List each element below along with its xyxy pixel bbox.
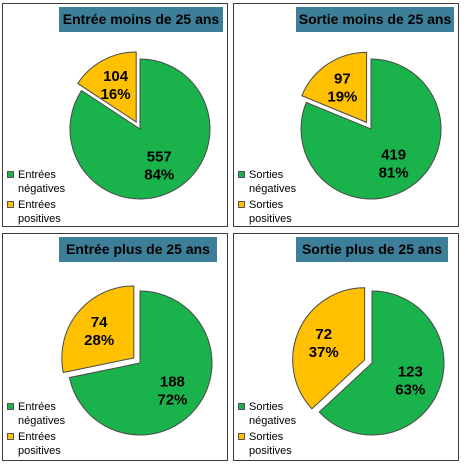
slice-value-label: 188: [160, 373, 185, 390]
slice-percent-label: 16%: [101, 86, 131, 103]
pie-slice-positive: [77, 51, 137, 123]
slice-percent-label: 63%: [395, 382, 425, 399]
slice-value-label: 557: [147, 149, 172, 166]
legend: Entrées négatives Entrées positives: [7, 400, 65, 460]
legend-item-positive: Entrées positives: [7, 430, 65, 458]
legend-swatch-negative: [238, 171, 245, 178]
pie-slice-negative: [68, 290, 213, 436]
legend-item-negative: Sorties négatives: [238, 168, 296, 196]
legend-swatch-positive: [238, 433, 245, 440]
legend-swatch-negative: [7, 403, 14, 410]
pie-slice-positive: [301, 51, 368, 124]
slice-value-label: 97: [334, 70, 351, 87]
legend: Sorties négatives Sorties positives: [238, 168, 296, 228]
chart-title: Entrée moins de 25 ans: [59, 7, 223, 32]
chart-title: Sortie plus de 25 ans: [296, 237, 448, 262]
chart-panel-sortie-moins-25: Sortie moins de 25 ans 419 81% 97 19% Sorti…: [233, 3, 459, 227]
chart-title: Sortie moins de 25 ans: [296, 7, 454, 32]
legend-swatch-positive: [7, 201, 14, 208]
legend: Entrées négatives Entrées positives: [7, 168, 65, 228]
slice-percent-label: 19%: [327, 88, 357, 105]
legend-item-positive: Sorties positives: [238, 430, 296, 458]
slice-value-label: 104: [103, 68, 129, 85]
pie-slice-negative: [69, 58, 211, 200]
legend-item-positive: Sorties positives: [238, 198, 296, 226]
pie-slice-positive: [61, 285, 135, 374]
legend-item-negative: Entrées négatives: [7, 400, 65, 428]
slice-percent-label: 28%: [84, 332, 114, 349]
slice-value-label: 419: [381, 147, 406, 164]
legend-swatch-negative: [238, 403, 245, 410]
slice-value-label: 74: [91, 314, 108, 331]
slice-percent-label: 84%: [144, 167, 174, 184]
legend-item-negative: Entrées négatives: [7, 168, 65, 196]
legend-item-positive: Entrées positives: [7, 198, 65, 226]
chart-title: Entrée plus de 25 ans: [59, 237, 217, 262]
slice-percent-label: 81%: [379, 165, 409, 182]
chart-panel-entree-plus-25: Entrée plus de 25 ans 188 72% 74 28% Entrée…: [2, 233, 228, 461]
pie-slice-positive: [292, 287, 366, 410]
slice-percent-label: 72%: [157, 391, 187, 408]
pie-slice-negative: [318, 290, 445, 436]
legend-swatch-positive: [7, 433, 14, 440]
slice-value-label: 123: [398, 364, 423, 381]
legend-item-negative: Sorties négatives: [238, 400, 296, 428]
chart-panel-entree-moins-25: Entrée moins de 25 ans 557 84% 104 16% Entr…: [2, 3, 228, 227]
legend-swatch-negative: [7, 171, 14, 178]
chart-panel-sortie-plus-25: Sortie plus de 25 ans 123 63% 72 37% Sortie…: [233, 233, 459, 461]
pie-slice-negative: [300, 58, 442, 200]
legend-swatch-positive: [238, 201, 245, 208]
slice-percent-label: 37%: [309, 344, 339, 361]
slice-value-label: 72: [315, 326, 332, 343]
legend: Sorties négatives Sorties positives: [238, 400, 296, 460]
